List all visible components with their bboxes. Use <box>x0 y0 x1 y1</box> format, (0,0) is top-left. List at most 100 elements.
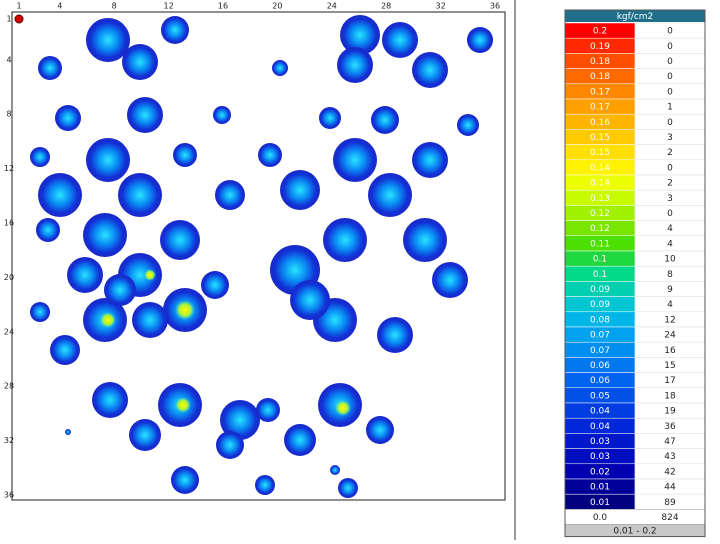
legend-label: 0.07 <box>590 346 610 356</box>
pressure-blob <box>368 173 412 217</box>
legend-count: 43 <box>664 452 675 462</box>
pressure-blob <box>86 138 130 182</box>
legend-label: 0.1 <box>593 270 607 280</box>
zero-row <box>564 509 706 525</box>
pressure-blob <box>213 106 231 124</box>
top-tick-label: 16 <box>218 2 228 11</box>
pressure-blob <box>280 170 320 210</box>
legend-label: 0.1 <box>593 255 607 265</box>
top-tick-label: 8 <box>112 2 117 11</box>
pressure-blob <box>129 419 161 451</box>
legend-count: 4 <box>667 300 673 310</box>
legend-count: 2 <box>667 179 673 189</box>
pressure-blob <box>122 44 158 80</box>
left-tick-label: 16 <box>4 219 14 228</box>
legend-label: 0.19 <box>590 42 610 52</box>
pressure-blob <box>30 302 50 322</box>
legend-count: 18 <box>664 391 676 401</box>
pressure-blob <box>457 114 479 136</box>
top-tick-label: 4 <box>57 2 62 11</box>
legend-label: 0.15 <box>590 133 610 143</box>
legend-label: 0.04 <box>590 422 610 432</box>
pressure-blob <box>201 271 229 299</box>
legend-label: 0.11 <box>590 239 610 249</box>
pressure-blob <box>160 220 200 260</box>
legend-border <box>564 9 706 538</box>
legend-count: 8 <box>667 270 673 280</box>
legend-count: 24 <box>664 331 676 341</box>
pressure-blob <box>83 213 127 257</box>
legend-count: 2 <box>667 148 673 158</box>
legend-count: 0 <box>667 163 673 173</box>
pressure-blob <box>127 97 163 133</box>
legend-label: 0.09 <box>590 285 610 295</box>
legend-count: 44 <box>664 483 676 493</box>
left-tick-label: 1 <box>6 15 11 24</box>
legend-count: 0 <box>667 57 673 67</box>
legend-label: 0.2 <box>593 27 607 37</box>
pressure-blob <box>319 107 341 129</box>
legend-count: 17 <box>664 376 675 386</box>
pressure-blob <box>92 382 128 418</box>
pressure-blob <box>403 218 447 262</box>
origin-marker <box>14 14 24 24</box>
legend-count: 0 <box>667 42 673 52</box>
legend-label: 0.03 <box>590 437 610 447</box>
pressure-blob <box>338 478 358 498</box>
pressure-blob <box>255 475 275 495</box>
left-tick-label: 28 <box>4 382 14 391</box>
legend-count: 0 <box>667 118 673 128</box>
pressure-blob <box>65 429 71 435</box>
pressure-blob <box>171 466 199 494</box>
legend-count: 42 <box>664 467 675 477</box>
pressure-blob <box>258 143 282 167</box>
legend-count: 47 <box>664 437 675 447</box>
top-tick-label: 20 <box>272 2 282 11</box>
top-tick-label: 36 <box>490 2 500 11</box>
pressure-blob <box>256 398 280 422</box>
legend-label: 0.12 <box>590 209 610 219</box>
pressure-blob <box>382 22 418 58</box>
pressure-peak <box>175 397 191 413</box>
legend-count: 10 <box>664 255 676 265</box>
top-tick-label: 32 <box>436 2 446 11</box>
pressure-blob <box>161 16 189 44</box>
zero-count: 824 <box>661 513 678 523</box>
legend-label: 0.09 <box>590 300 610 310</box>
top-tick-label: 24 <box>327 2 337 11</box>
zero-label: 0.0 <box>593 513 608 523</box>
legend-label: 0.12 <box>590 224 610 234</box>
legend-label: 0.06 <box>590 361 610 371</box>
legend-count: 0 <box>667 209 673 219</box>
legend-label: 0.16 <box>590 118 610 128</box>
range-label: 0.01 - 0.2 <box>613 527 656 537</box>
pressure-blob <box>216 431 244 459</box>
legend-count: 4 <box>667 224 673 234</box>
left-tick-label: 4 <box>6 55 11 64</box>
pressure-blob <box>366 416 394 444</box>
legend-count: 3 <box>667 194 673 204</box>
legend-unit: kgf/cm2 <box>617 12 654 22</box>
legend-label: 0.08 <box>590 315 610 325</box>
legend-count: 3 <box>667 133 673 143</box>
legend-label: 0.17 <box>590 103 610 113</box>
pressure-blob <box>67 257 103 293</box>
pressure-blob <box>50 335 80 365</box>
pressure-blob <box>86 18 130 62</box>
pressure-blob <box>432 262 468 298</box>
legend-count: 89 <box>664 498 676 508</box>
legend-label: 0.05 <box>590 391 610 401</box>
pressure-blob <box>55 105 81 131</box>
left-tick-label: 32 <box>4 436 14 445</box>
legend-count: 19 <box>664 407 676 417</box>
legend-label: 0.18 <box>590 72 610 82</box>
legend-label: 0.03 <box>590 452 610 462</box>
legend-label: 0.04 <box>590 407 610 417</box>
legend-label: 0.17 <box>590 87 610 97</box>
legend-header <box>565 10 705 22</box>
pressure-blob <box>340 15 380 55</box>
top-tick-label: 1 <box>16 2 21 11</box>
legend-label: 0.18 <box>590 57 610 67</box>
